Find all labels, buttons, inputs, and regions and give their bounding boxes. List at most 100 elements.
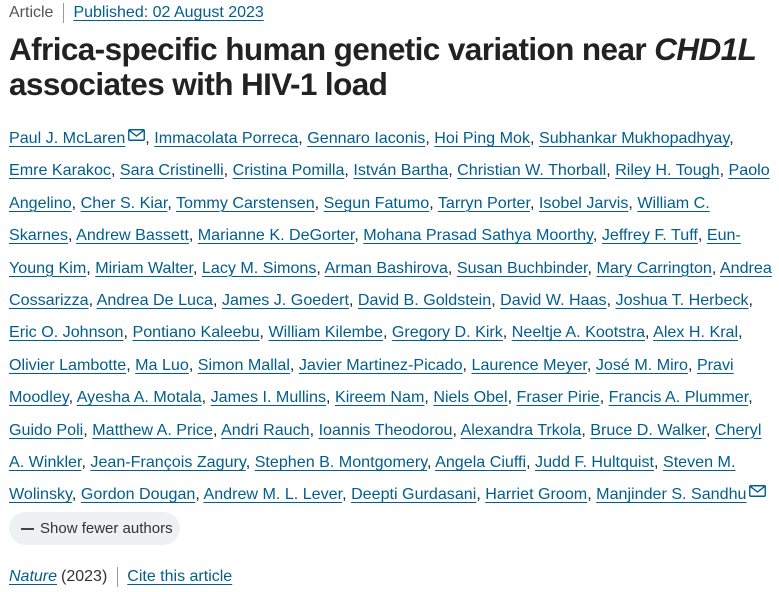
author-separator: ,: [195, 485, 204, 504]
author-link[interactable]: Andrew M. L. Lever: [203, 485, 343, 504]
author-link[interactable]: Isobel Jarvis: [538, 193, 629, 212]
author-link[interactable]: Neeltje A. Kootstra: [511, 323, 646, 342]
author-link[interactable]: Guido Poli: [9, 420, 84, 439]
author-link[interactable]: Javier Martinez-Picado: [298, 355, 463, 374]
author-link[interactable]: Matthew A. Price: [92, 420, 213, 439]
author-link[interactable]: Cheryl A. Winkler: [9, 420, 762, 472]
author-link[interactable]: Sara Cristinelli: [119, 161, 224, 180]
author-link[interactable]: Ayesha A. Motala: [76, 388, 202, 407]
author-link[interactable]: Bruce D. Walker: [590, 420, 706, 439]
author-link[interactable]: Gennaro Iaconis: [307, 129, 426, 147]
author-link[interactable]: Andrea Cossarizza: [9, 258, 772, 310]
author-link[interactable]: Cristina Pomilla: [232, 161, 345, 180]
author-separator: ,: [425, 129, 435, 147]
author-link[interactable]: Immacolata Porreca: [154, 129, 299, 147]
author-link[interactable]: Andri Rauch: [221, 420, 310, 439]
author-link[interactable]: Mohana Prasad Sathya Moorthy: [363, 226, 593, 245]
meta-divider: [63, 3, 65, 23]
author-link[interactable]: Hoi Ping Mok: [434, 129, 530, 147]
author-link[interactable]: Eun-Young Kim: [9, 226, 741, 277]
author-link[interactable]: Alex H. Kral: [653, 323, 739, 342]
author-separator: ,: [71, 485, 81, 504]
author-link[interactable]: Angela Ciuffi: [435, 453, 527, 472]
author-separator: ,: [348, 291, 358, 310]
author-link[interactable]: Francis A. Plummer: [608, 388, 749, 407]
author-link[interactable]: Steven M. Wolinsky: [9, 453, 736, 504]
author-link[interactable]: William C. Skarnes: [9, 193, 710, 245]
author-link[interactable]: Fraser Pirie: [516, 388, 600, 407]
show-fewer-authors-button[interactable]: Show fewer authors: [9, 512, 180, 545]
author-link[interactable]: David B. Goldstein: [357, 291, 492, 310]
author-link[interactable]: Laurence Meyer: [471, 355, 587, 374]
author-link[interactable]: Tarryn Porter: [437, 193, 530, 212]
author-separator: ,: [212, 420, 222, 439]
author-separator: ,: [628, 193, 638, 212]
author-link[interactable]: Stephen B. Montgomery: [254, 453, 428, 472]
author-link[interactable]: Judd F. Hultquist: [535, 453, 655, 472]
author-link[interactable]: Susan Buchbinder: [456, 258, 588, 277]
author-separator: ,: [429, 193, 438, 212]
author-link[interactable]: Ioannis Theodorou: [318, 420, 453, 439]
author-separator: ,: [507, 388, 517, 407]
author-separator: ,: [719, 161, 729, 180]
author-link[interactable]: Mary Carrington: [596, 258, 712, 277]
author-link[interactable]: José M. Miro: [595, 355, 688, 374]
author-link[interactable]: Segun Fatumo: [323, 193, 430, 212]
author-separator: ,: [259, 323, 269, 342]
author-link[interactable]: Ma Luo: [135, 355, 189, 374]
author-link[interactable]: Emre Karakoc: [9, 161, 111, 180]
author-link[interactable]: Niels Obel: [433, 388, 508, 407]
author-link[interactable]: Joshua T. Herbeck: [615, 291, 749, 310]
author-link[interactable]: Eric O. Johnson: [9, 323, 124, 342]
author-link[interactable]: Paolo Angelino: [9, 161, 770, 212]
title-gene-name: CHD1L: [654, 31, 757, 67]
author-link[interactable]: Manjinder S. Sandhu: [596, 485, 747, 504]
author-separator: ,: [314, 193, 324, 212]
author-link[interactable]: Kireem Nam: [334, 388, 425, 407]
author-link[interactable]: Lacy M. Simons: [201, 258, 317, 277]
author-link[interactable]: Andrea De Luca: [96, 291, 213, 310]
author-separator: ,: [592, 226, 602, 245]
author-link[interactable]: William Kilembe: [268, 323, 383, 342]
author-link[interactable]: Andrew Bassett: [76, 226, 189, 245]
cite-this-article-link[interactable]: Cite this article: [127, 568, 233, 585]
author-link[interactable]: Harriet Groom: [485, 485, 588, 504]
author-separator: ,: [476, 485, 486, 504]
author-link[interactable]: Miriam Walter: [95, 258, 193, 277]
author-link[interactable]: Pravi Moodley: [9, 355, 734, 407]
author-list: Paul J. McLaren, Immacolata Porreca, Gen…: [9, 122, 775, 543]
author-link[interactable]: Arman Bashirova: [324, 258, 448, 277]
author-link[interactable]: Subhankar Mukhopadhyay: [538, 129, 730, 147]
author-link[interactable]: David W. Haas: [500, 291, 607, 310]
author-link[interactable]: Tommy Carstensen: [176, 193, 315, 212]
author-separator: ,: [83, 420, 93, 439]
author-link[interactable]: Gregory D. Kirk: [391, 323, 503, 342]
author-link[interactable]: Paul J. McLaren: [9, 129, 126, 147]
author-link[interactable]: Olivier Lambotte: [9, 355, 127, 374]
author-link[interactable]: James I. Mullins: [210, 388, 326, 407]
author-link[interactable]: Deepti Gurdasani: [351, 485, 477, 504]
author-link[interactable]: Marianne K. DeGorter: [197, 226, 355, 245]
author-separator: ,: [645, 323, 654, 342]
author-separator: ,: [447, 258, 457, 277]
author-link[interactable]: Riley H. Tough: [615, 161, 720, 180]
author-link[interactable]: Christian W. Thorball: [457, 161, 607, 180]
journal-link[interactable]: Nature: [9, 568, 58, 585]
author-link[interactable]: Pontiano Kaleebu: [132, 323, 260, 342]
envelope-icon[interactable]: [128, 129, 146, 141]
author-link[interactable]: Alexandra Trkola: [460, 420, 582, 439]
envelope-icon[interactable]: [749, 485, 767, 498]
author-separator: ,: [424, 388, 434, 407]
author-separator: ,: [342, 485, 352, 504]
author-link[interactable]: István Bartha: [353, 161, 449, 180]
author-link[interactable]: Cher S. Kiar: [80, 193, 168, 212]
author-separator: ,: [581, 420, 591, 439]
author-link[interactable]: Jean-François Zagury: [90, 453, 246, 472]
author-link[interactable]: Simon Mallal: [197, 355, 290, 374]
author-link[interactable]: Jeffrey F. Tuff: [601, 226, 698, 245]
author-separator: ,: [586, 355, 596, 374]
author-separator: ,: [188, 226, 198, 245]
author-link[interactable]: Gordon Dougan: [80, 485, 196, 504]
author-link[interactable]: James J. Goedert: [221, 291, 349, 310]
published-date-link[interactable]: Published: 02 August 2023: [73, 4, 264, 21]
